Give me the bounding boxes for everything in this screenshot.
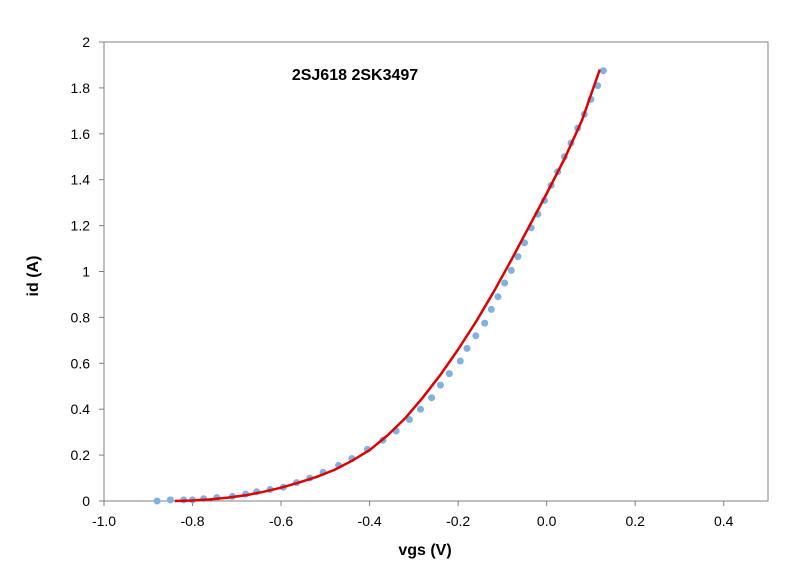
x-tick-label: -0.8 (180, 513, 204, 529)
series-marker (472, 332, 480, 340)
y-tick-label: 0.8 (71, 309, 91, 325)
series-marker (463, 344, 471, 352)
x-tick-label: -0.2 (446, 513, 470, 529)
x-tick-label: 0.0 (537, 513, 557, 529)
series-marker (481, 319, 489, 327)
series-marker (456, 357, 464, 365)
series-marker (405, 416, 413, 423)
series-line (174, 69, 601, 503)
y-tick-label: 2 (82, 34, 90, 50)
series-layer (153, 67, 607, 505)
x-tick-label: 0.2 (625, 513, 645, 529)
series-marker (153, 497, 161, 505)
y-tick-label: 0.4 (71, 401, 91, 417)
series-marker (487, 305, 495, 313)
y-axis-title: id (A) (25, 256, 42, 297)
x-axis-title: vgs (V) (398, 542, 451, 559)
x-axis-ticks: -1.0 -0.8 -0.6 -0.4 -0.2 0.0 0.2 0.4 (92, 501, 734, 529)
series-marker (166, 496, 174, 504)
x-tick-label: -1.0 (92, 513, 116, 529)
y-tick-label: 1.2 (71, 218, 91, 234)
series-marker (417, 405, 424, 413)
x-tick-label: -0.4 (358, 513, 382, 529)
series-marker (501, 279, 509, 287)
y-tick-label: 0 (82, 493, 90, 509)
y-tick-label: 0.6 (71, 355, 91, 371)
y-tick-label: 1.4 (71, 172, 91, 188)
y-tick-label: 1 (82, 264, 90, 280)
chart-title: 2SJ618 2SK3497 (292, 67, 418, 84)
x-tick-label: -0.6 (269, 513, 293, 529)
y-tick-label: 1.6 (71, 126, 91, 142)
series-marker (436, 381, 444, 389)
x-tick-label: 0.4 (714, 513, 734, 529)
series-marker (428, 394, 436, 402)
y-tick-label: 1.8 (71, 80, 91, 96)
series-marker (494, 293, 502, 301)
series-marker (445, 370, 453, 378)
plot-area (103, 41, 769, 502)
y-axis-ticks: 0 0.2 0.4 0.6 0.8 1 1.2 1.4 1.6 1.8 2 (71, 34, 104, 509)
series-marker (599, 67, 607, 75)
series-marker (507, 266, 515, 274)
series-marker (514, 253, 522, 261)
y-tick-label: 0.2 (71, 447, 91, 463)
